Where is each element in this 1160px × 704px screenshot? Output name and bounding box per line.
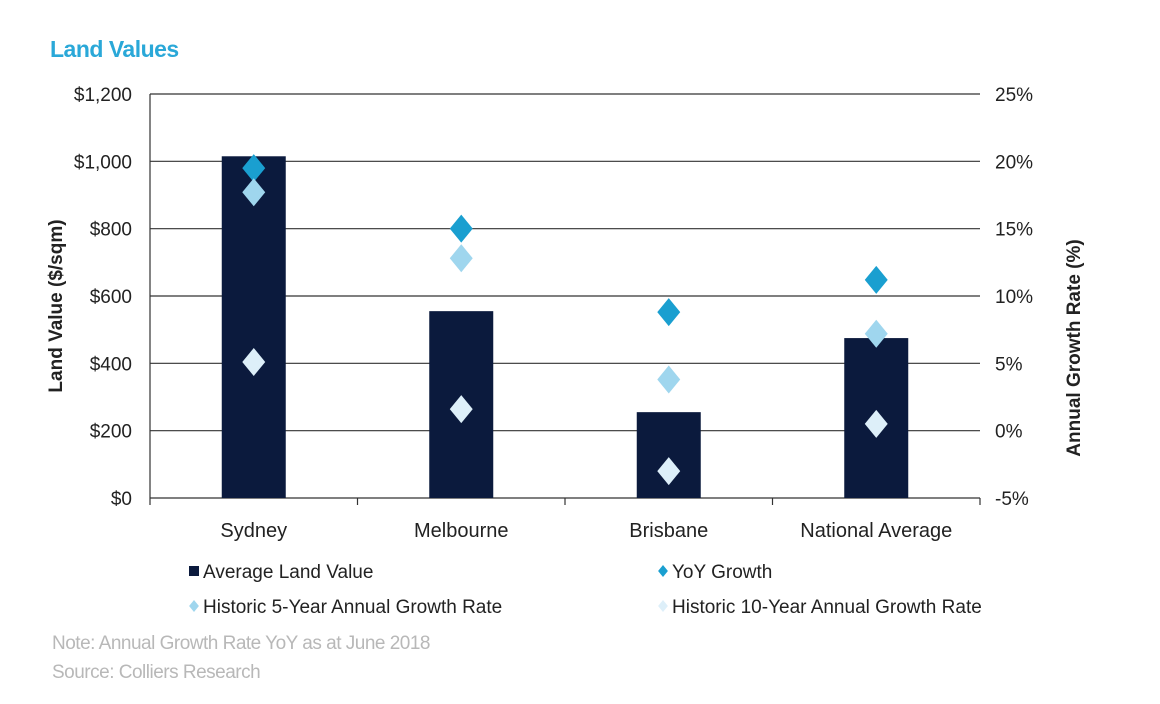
legend-swatch-diamond: [189, 600, 199, 612]
y-tick-label: $400: [90, 354, 132, 375]
bar: [636, 412, 701, 498]
hist-10yr-marker: [449, 395, 473, 424]
y2-tick-label: 5%: [995, 354, 1023, 375]
x-category-label: Brisbane: [629, 520, 708, 542]
y-tick-label: $600: [90, 287, 132, 308]
yoy-growth-marker: [242, 154, 266, 183]
x-category-label: National Average: [800, 520, 952, 542]
hist-10yr-marker: [864, 409, 888, 438]
legend-swatch-diamond: [658, 565, 668, 577]
legend-label: YoY Growth: [672, 562, 772, 583]
y-axis-title: Land Value ($/sqm): [46, 219, 67, 392]
chart-note: Note: Annual Growth Rate YoY as at June …: [52, 633, 431, 654]
yoy-growth-marker: [449, 214, 473, 243]
y2-tick-label: 10%: [995, 287, 1033, 308]
legend-label: Average Land Value: [203, 562, 373, 583]
x-category-label: Sydney: [220, 520, 287, 542]
x-category-label: Melbourne: [414, 520, 509, 542]
y2-tick-label: 25%: [995, 85, 1033, 106]
y-tick-label: $1,200: [74, 85, 132, 106]
yoy-growth-marker: [657, 298, 681, 327]
hist-5yr-marker: [657, 365, 681, 394]
chart-title: Land Values: [50, 36, 179, 62]
hist-5yr-marker: [449, 244, 473, 273]
hist-5yr-marker: [864, 319, 888, 348]
legend-swatch-diamond: [658, 600, 668, 612]
y-tick-label: $200: [90, 422, 132, 443]
y2-tick-label: -5%: [995, 489, 1029, 510]
y2-tick-label: 20%: [995, 152, 1033, 173]
yoy-growth-marker: [864, 265, 888, 294]
y2-axis-title: Annual Growth Rate (%): [1064, 239, 1085, 456]
y-tick-label: $800: [90, 220, 132, 241]
hist-10yr-marker: [657, 457, 681, 486]
bar: [221, 156, 286, 499]
legend-label: Historic 10-Year Annual Growth Rate: [672, 597, 982, 618]
y-tick-label: $1,000: [74, 152, 132, 173]
hist-5yr-marker: [242, 178, 266, 207]
y2-tick-label: 0%: [995, 422, 1023, 443]
legend-label: Historic 5-Year Annual Growth Rate: [203, 597, 502, 618]
hist-10yr-marker: [242, 347, 266, 376]
legend-swatch-bar: [189, 566, 199, 576]
y-tick-label: $0: [111, 489, 132, 510]
chart-source: Source: Colliers Research: [52, 662, 261, 683]
y2-tick-label: 15%: [995, 220, 1033, 241]
